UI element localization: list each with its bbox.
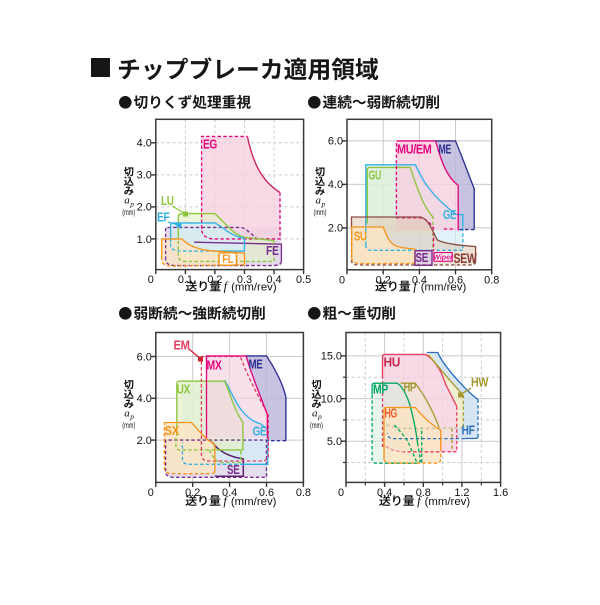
- svg-text:a: a: [124, 195, 130, 207]
- svg-text:MU/EM: MU/EM: [397, 143, 432, 157]
- svg-text:a: a: [312, 407, 318, 419]
- svg-text:ME: ME: [249, 358, 263, 372]
- svg-text:0: 0: [148, 487, 154, 499]
- svg-text:6.0: 6.0: [328, 136, 343, 148]
- svg-text:0.5: 0.5: [296, 274, 311, 286]
- svg-text:SE: SE: [227, 462, 240, 477]
- svg-text:6.0: 6.0: [137, 351, 152, 363]
- svg-text:EM: EM: [174, 338, 190, 353]
- svg-text:0: 0: [338, 487, 344, 499]
- svg-text:MP: MP: [373, 383, 388, 397]
- svg-text:4.0: 4.0: [328, 179, 343, 191]
- svg-text:(mm/rev): (mm/rev): [231, 282, 277, 294]
- svg-text:0.8: 0.8: [296, 487, 311, 499]
- svg-text:ME: ME: [439, 143, 452, 157]
- svg-text:FE: FE: [266, 243, 279, 258]
- svg-text:EF: EF: [157, 211, 170, 225]
- svg-text:3.0: 3.0: [137, 170, 152, 182]
- svg-text:15.0: 15.0: [321, 351, 342, 363]
- svg-text:4.0: 4.0: [137, 138, 152, 150]
- svg-text:0.4: 0.4: [222, 487, 237, 499]
- svg-text:10.0: 10.0: [321, 393, 342, 405]
- svg-text:0: 0: [148, 274, 154, 286]
- svg-text:0: 0: [339, 274, 345, 286]
- svg-text:(mm): (mm): [310, 421, 323, 430]
- svg-text:0.2: 0.2: [376, 274, 391, 286]
- svg-text:0.6: 0.6: [448, 274, 463, 286]
- svg-text:1.6: 1.6: [493, 487, 508, 499]
- svg-text:5.0: 5.0: [327, 436, 342, 448]
- svg-text:(mm/rev): (mm/rev): [421, 282, 467, 294]
- svg-text:1.2: 1.2: [454, 487, 469, 499]
- svg-text:f: f: [223, 494, 228, 508]
- svg-text:FL: FL: [222, 252, 233, 266]
- svg-text:(mm/rev): (mm/rev): [231, 496, 277, 508]
- svg-text:4.0: 4.0: [137, 393, 152, 405]
- svg-text:0.1: 0.1: [178, 274, 193, 286]
- svg-text:2.0: 2.0: [137, 435, 152, 447]
- svg-text:0.4: 0.4: [412, 274, 427, 286]
- svg-text:p: p: [321, 199, 326, 208]
- svg-text:2.0: 2.0: [137, 202, 152, 214]
- svg-text:SEW: SEW: [454, 251, 478, 266]
- svg-text:0.4: 0.4: [266, 274, 281, 286]
- svg-text:0.2: 0.2: [185, 487, 200, 499]
- svg-text:f: f: [413, 280, 418, 294]
- svg-text:(mm): (mm): [314, 208, 327, 217]
- svg-text:SU: SU: [354, 230, 367, 244]
- svg-text:HW: HW: [471, 376, 489, 390]
- svg-text:f: f: [224, 280, 229, 294]
- svg-text:UX: UX: [177, 383, 191, 397]
- svg-text:GU: GU: [369, 169, 382, 183]
- svg-text:0.6: 0.6: [259, 487, 274, 499]
- svg-text:HU: HU: [384, 356, 401, 370]
- svg-text:GE: GE: [253, 425, 267, 439]
- svg-text:p: p: [129, 199, 134, 208]
- svg-text:SE: SE: [416, 250, 429, 265]
- svg-text:GE: GE: [443, 208, 456, 222]
- svg-text:MX: MX: [207, 359, 223, 373]
- svg-text:HG: HG: [385, 407, 398, 421]
- svg-text:p: p: [129, 412, 134, 421]
- svg-text:2.0: 2.0: [328, 223, 343, 235]
- svg-text:LU: LU: [161, 194, 174, 208]
- svg-text:0.3: 0.3: [237, 274, 252, 286]
- svg-text:a: a: [124, 407, 130, 419]
- svg-text:(mm): (mm): [122, 208, 135, 217]
- svg-text:f: f: [417, 494, 422, 508]
- svg-text:EG: EG: [203, 138, 217, 152]
- svg-text:0.8: 0.8: [484, 274, 499, 286]
- svg-text:0.8: 0.8: [416, 487, 431, 499]
- svg-text:Wiper: Wiper: [433, 255, 454, 262]
- svg-text:a: a: [316, 195, 322, 207]
- svg-text:1.0: 1.0: [137, 234, 152, 246]
- svg-text:HF: HF: [462, 424, 476, 438]
- svg-text:(mm): (mm): [122, 421, 135, 430]
- svg-text:(mm/rev): (mm/rev): [425, 496, 471, 508]
- svg-text:SX: SX: [165, 424, 180, 438]
- svg-text:HP: HP: [404, 381, 417, 395]
- svg-text:p: p: [317, 412, 322, 421]
